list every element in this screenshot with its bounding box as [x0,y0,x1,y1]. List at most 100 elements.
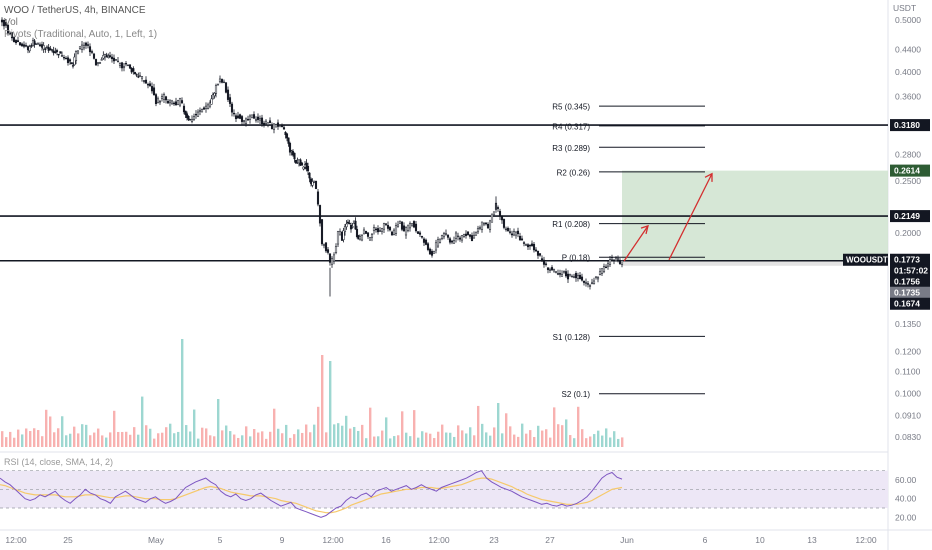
pivot-label: R5 (0.345) [552,103,590,112]
price-label-text: 0.2614 [894,166,920,176]
candle-body [556,273,560,275]
candle-body [224,82,228,93]
candle-body [608,259,612,265]
candle-body [422,238,426,243]
candle-body [260,117,264,124]
candle-body [133,72,137,75]
volume-bar [49,416,52,447]
volume-bar [173,433,176,447]
volume-bar [101,435,104,447]
candle-body [346,221,350,224]
candle-body [256,116,260,120]
volume-bar [489,435,492,447]
candle-body [252,114,256,119]
volume-bar [433,438,436,447]
candle-body [390,231,394,236]
pivots-legend[interactable]: Pivots (Traditional, Auto, 1, Left, 1) [4,29,158,40]
currency-label: USDT [893,3,916,13]
x-tick-label: 12:00 [322,535,344,545]
volume-bar [177,431,180,447]
candle-body [59,51,62,54]
volume-bar [385,417,388,447]
candle-body [500,215,504,221]
price-label-text: 0.1735 [894,288,920,298]
candle-body [332,254,336,262]
volume-bar [569,435,572,447]
volume-bar [469,427,472,447]
candle-body [236,115,240,119]
candle-body [122,66,126,69]
candle-body [568,274,572,277]
candle-body [114,59,118,61]
candle-body [355,229,359,237]
candle-body [16,40,20,43]
x-tick-label: 9 [280,535,285,545]
candle-body [30,45,33,47]
volume-bar [517,436,520,447]
candle-body [158,100,162,103]
volume-bar [121,431,124,447]
volume-bar [513,434,516,447]
candle-body [412,221,416,228]
volume-bar [397,435,400,447]
candle-body [358,236,362,240]
candle-body [211,94,215,100]
volume-bar [273,408,276,447]
symbol-legend[interactable]: WOO / TetherUS, 4h, BINANCE [4,5,146,16]
candle-body [266,122,270,126]
x-tick-label: 27 [545,535,555,545]
candle-body [414,223,418,232]
volume-bar [609,437,612,447]
candle-body [596,277,600,280]
volume-bar [149,428,152,447]
x-tick-label: Jun [620,535,634,545]
candle-body [330,258,334,265]
candle-body [578,274,582,280]
rsi-legend[interactable]: RSI (14, close, SMA, 14, 2) [4,457,114,467]
candle-body [488,220,492,230]
candle-body [351,226,354,228]
candle-body [312,180,316,183]
candle-body [526,244,530,248]
candle-body [540,258,544,261]
y-tick-label: 0.2000 [895,228,921,238]
volume-bar [421,431,424,447]
volume-bar [37,430,40,447]
candle-body [610,257,614,261]
candle-body [152,87,156,96]
volume-bar [441,424,444,447]
candle-body [306,165,310,172]
volume-bar [21,434,24,447]
candle-body [450,240,454,243]
volume-bar [509,426,512,447]
candle-body [268,120,272,124]
candle-body [18,42,22,46]
volume-bar [453,436,456,447]
rsi-tick-label: 20.00 [895,512,917,522]
volume-bar [105,437,108,447]
candle-body [60,55,64,57]
candle-body [206,104,210,109]
candle-body [154,94,158,104]
candle-body [592,280,596,284]
candle-body [248,115,252,120]
volume-bar [565,419,568,447]
candle-body [98,62,102,64]
candle-body [512,231,516,236]
candle-body [156,98,160,103]
candle-body [472,234,476,239]
candle-body [45,46,49,48]
pivot-label: R2 (0.26) [557,168,591,177]
volume-bar [225,425,228,447]
rsi-ma-line [0,477,623,514]
candle-body [406,224,410,231]
candle-body [542,259,546,265]
volume-bar [545,429,548,447]
forecast-arrow-2 [668,173,713,261]
candle-body [272,123,276,130]
x-tick-label: 16 [381,535,391,545]
volume-legend[interactable]: Vol [4,17,18,28]
candle-body [274,124,278,128]
volume-bar [605,428,608,447]
